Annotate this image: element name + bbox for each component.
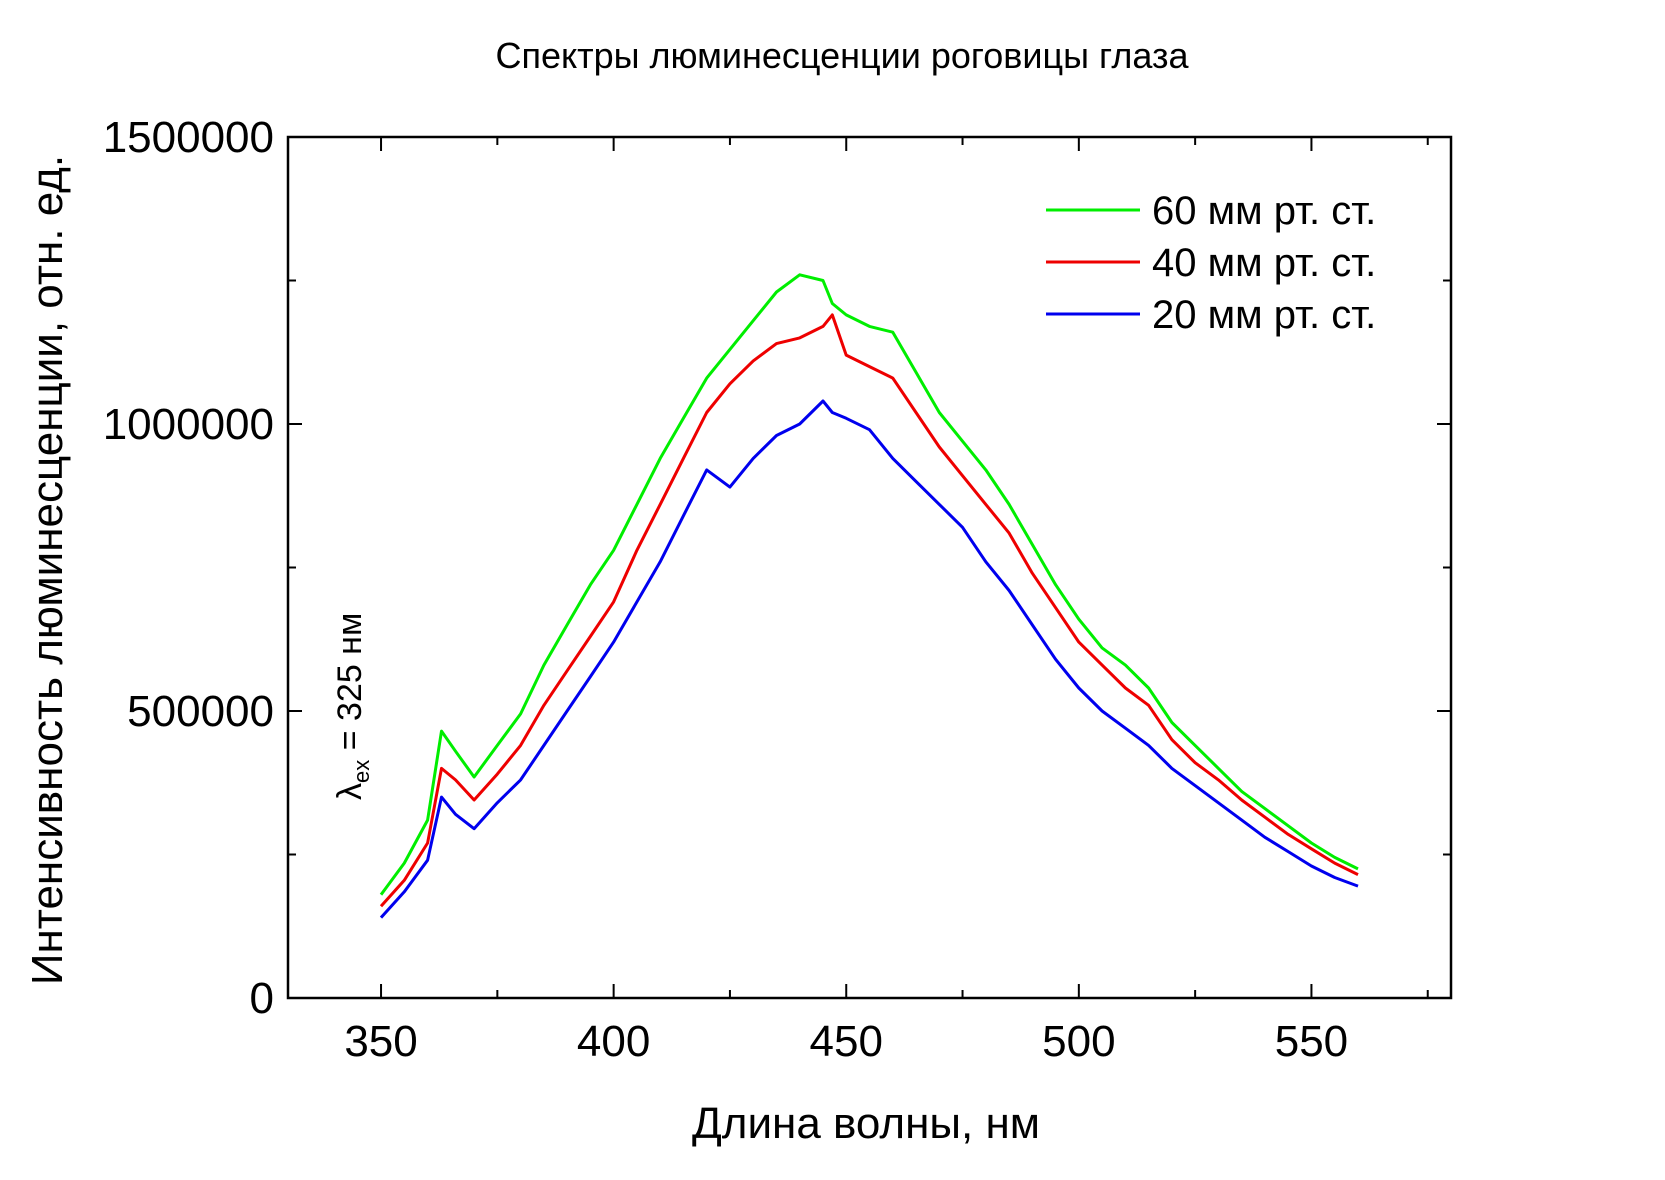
y-tick-label: 1000000 [103,400,274,449]
annotation-symbol: λ [331,783,369,800]
y-axis-label: Интенсивность люминесценции, отн. ед. [23,155,72,985]
x-tick-label: 500 [1042,1017,1115,1066]
y-tick-label: 500000 [127,687,274,736]
chart-title: Спектры люминесценции роговицы глаза [496,35,1190,76]
x-tick-label: 350 [344,1017,417,1066]
legend-entry: 40 мм рт. ст. [1152,241,1376,285]
series-line-3 [379,399,1359,919]
y-axis-ticks: 0 500000 1000000 1500000 [103,113,1451,1023]
excitation-annotation: λex = 325 нм [331,613,374,800]
x-tick-label: 450 [810,1017,883,1066]
x-axis-label: Длина волны, нм [692,1099,1040,1148]
annotation-subscript: ex [349,760,374,783]
x-tick-label: 400 [577,1017,650,1066]
legend: 60 мм рт. ст. 40 мм рт. ст. 20 мм рт. ст. [1046,189,1376,337]
legend-entry: 60 мм рт. ст. [1152,189,1376,233]
series-line-1 [379,273,1359,896]
annotation-text: = 325 нм [331,613,369,760]
y-tick-label: 0 [250,974,274,1023]
y-tick-label: 1500000 [103,113,274,162]
series-lines [379,273,1359,919]
series-line-2 [379,313,1359,908]
x-axis-ticks: 350 400 450 500 550 [344,137,1429,1066]
legend-entry: 20 мм рт. ст. [1152,293,1376,337]
x-tick-label: 550 [1275,1017,1348,1066]
